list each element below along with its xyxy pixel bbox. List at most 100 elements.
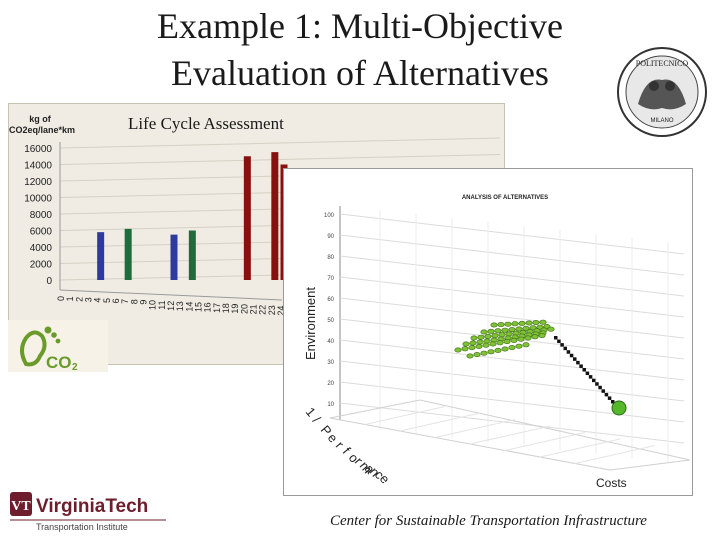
connector-dot [573, 357, 577, 361]
alternative-point [501, 346, 509, 352]
alternative-point [531, 334, 539, 340]
x-tick-label: 1 [65, 296, 75, 301]
vt-name: VirginiaTech [36, 496, 148, 517]
svg-text:VT: VT [11, 499, 31, 514]
analysis-y-tick: 70 [327, 276, 334, 282]
analysis-gridline [339, 297, 685, 339]
analysis-floor [329, 399, 691, 471]
connector-dot [595, 382, 599, 386]
alternative-point [515, 326, 523, 332]
connector-dot [566, 350, 571, 354]
x-tick-label: 21 [249, 304, 259, 314]
connector-dot [585, 371, 590, 376]
alternative-point [505, 331, 513, 337]
alternative-point [501, 327, 509, 333]
x-tick-label: 18 [221, 303, 231, 313]
ylabel-line2: CO2eq/lane*km [9, 125, 75, 135]
co2-text: CO [46, 353, 72, 372]
x-tick-label: 12 [166, 301, 176, 311]
lca-bar [97, 232, 105, 280]
connector-dot [604, 392, 609, 397]
connector-dot [598, 385, 602, 390]
alternative-point [466, 353, 474, 359]
analysis-gridline [339, 213, 685, 255]
alternative-point [482, 342, 490, 348]
gridline [59, 154, 501, 165]
alternative-point [524, 335, 532, 341]
y-tick-label: 0 [46, 276, 52, 287]
alternative-point [487, 349, 495, 355]
analysis-y-tick: 80 [327, 255, 334, 261]
alternative-point [461, 346, 469, 352]
analysis-gridline [434, 419, 516, 438]
virginia-tech-logo: VT VirginiaTech Transportation Institute [10, 492, 166, 532]
alternative-point [494, 347, 502, 353]
x-tick-label: 2 [74, 297, 84, 302]
alternative-point [510, 337, 518, 343]
connector-dot [601, 389, 605, 393]
x-tick-label: 4 [93, 298, 103, 303]
seal-text: POLITECNICO [636, 59, 689, 68]
alternative-point [469, 340, 477, 346]
alternative-point [517, 336, 525, 342]
slide-title-line1: Example 1: Multi-Objective [157, 6, 563, 46]
alternative-point [508, 345, 516, 351]
connector-dot [569, 353, 574, 358]
connector-dot [611, 400, 615, 404]
alternative-point [496, 340, 504, 346]
alternative-point [470, 335, 478, 341]
alternative-point [487, 328, 495, 334]
highlighted-alternative [611, 400, 627, 416]
x-axis [59, 289, 283, 301]
x-tick-label: 13 [175, 301, 185, 311]
alternative-point [477, 334, 485, 340]
politecnico-seal: POLITECNICO MILANO [617, 47, 707, 137]
alternative-point [497, 322, 505, 328]
alternative-point [494, 328, 502, 334]
y-tick-label: 16000 [24, 144, 52, 155]
alternative-point [508, 327, 516, 333]
y-tick-label: 14000 [24, 161, 52, 172]
y-tick-label: 6000 [30, 227, 53, 238]
slide-title-line2: Evaluation of Alternatives [171, 53, 549, 93]
alternative-point [475, 343, 483, 349]
analysis-gridline [504, 432, 586, 451]
x-tick-label: 16 [203, 302, 213, 312]
x-tick-label: 6 [111, 298, 121, 303]
analysis-gridline [339, 255, 685, 297]
alternative-point [515, 343, 523, 349]
x-tick-label: 17 [212, 303, 222, 313]
y-tick-label: 10000 [24, 194, 52, 205]
analysis-y-tick: 100 [324, 213, 335, 219]
y-tick-label: 4000 [30, 243, 53, 254]
connector-dot [592, 378, 596, 383]
connector-dot [588, 375, 593, 379]
analysis-y-tick: 20 [327, 381, 334, 387]
analysis-title: ANALYSIS OF ALTERNATIVES [462, 195, 548, 201]
x-tick-label: 3 [84, 297, 94, 302]
alternative-point [483, 338, 491, 344]
y-tick-label: 8000 [30, 210, 53, 221]
x-tick-label: 15 [194, 302, 204, 312]
analysis-gridline [539, 438, 621, 458]
alternative-point [489, 341, 497, 347]
analysis-gridline [339, 360, 685, 402]
analysis-y-tick: 50 [327, 318, 334, 324]
alternative-point [484, 333, 492, 339]
alternative-point [525, 320, 533, 326]
alternative-point [473, 352, 481, 358]
connector-dot [607, 396, 612, 400]
seal-subtext: MILANO [650, 118, 673, 124]
analysis-y-tick: 90 [327, 234, 334, 240]
x-tick-label: 19 [230, 304, 240, 314]
connector-dot [554, 336, 558, 340]
gridline [59, 137, 501, 149]
analysis-gridline [364, 406, 446, 425]
analysis-gridline [339, 402, 685, 444]
footer-credit: Center for Sustainable Transportation In… [330, 513, 647, 529]
alternative-point [522, 342, 530, 348]
footprint-icon [20, 330, 47, 367]
connector-dot [579, 364, 583, 368]
x-tick-label: 24 [276, 306, 286, 316]
